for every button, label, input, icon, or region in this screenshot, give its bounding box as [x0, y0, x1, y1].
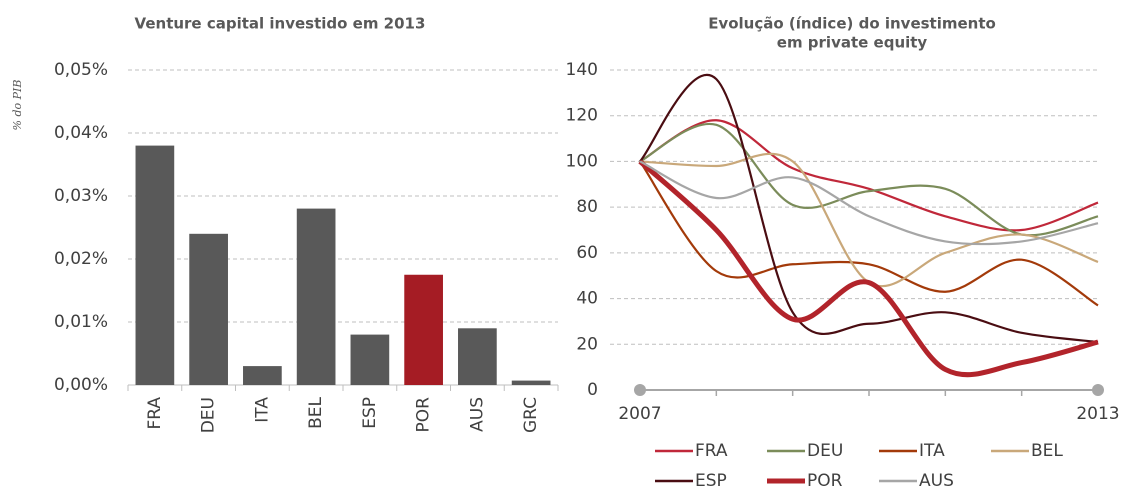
legend-label: ESP	[695, 471, 727, 491]
y-tick-label: 60	[576, 243, 598, 263]
line-series	[638, 159, 1099, 378]
x-tick-label: POR	[414, 397, 434, 433]
line-series	[639, 160, 1099, 246]
bar	[135, 145, 175, 385]
legend-label: ITA	[919, 441, 945, 461]
y-tick-label: 140	[566, 60, 598, 80]
line-series	[639, 119, 1099, 232]
x-tick-label: DEU	[199, 397, 219, 433]
bar	[296, 208, 336, 385]
x-tick-label: FRA	[145, 397, 165, 430]
x-tick-label: GRC	[521, 397, 541, 433]
line-series	[639, 74, 1099, 344]
y-tick-label: 0,04%	[54, 123, 108, 143]
bar	[189, 233, 228, 385]
y-tick-label: 0,01%	[54, 312, 108, 332]
y-tick-label: 0	[587, 380, 598, 400]
bar	[404, 274, 443, 385]
chart-title: em private equity	[777, 34, 928, 52]
bar	[511, 380, 551, 385]
bar	[458, 328, 497, 385]
y-tick-label: 120	[566, 106, 598, 126]
x-tick-dot	[634, 384, 646, 396]
legend-label: AUS	[919, 471, 954, 491]
line-series	[639, 160, 1099, 307]
y-tick-label: 100	[566, 151, 598, 171]
x-tick-label: 2013	[1076, 404, 1119, 424]
x-tick-label: AUS	[467, 397, 487, 432]
y-axis-label: % do PIB	[11, 80, 24, 131]
legend-label: POR	[807, 471, 843, 491]
y-tick-label: 0,02%	[54, 249, 108, 269]
chart-title: Venture capital investido em 2013	[135, 15, 426, 33]
bar	[350, 334, 390, 385]
y-tick-label: 0,00%	[54, 375, 108, 395]
x-tick-label: BEL	[306, 396, 326, 428]
chart-title: Evolução (índice) do investimento	[708, 15, 996, 33]
y-tick-label: 20	[576, 334, 598, 354]
bar	[243, 366, 282, 385]
y-tick-label: 0,03%	[54, 186, 108, 206]
y-tick-label: 0,05%	[54, 60, 108, 80]
x-tick-label: 2007	[618, 404, 661, 424]
line-series	[639, 122, 1099, 237]
legend-label: FRA	[695, 441, 728, 461]
x-tick-label: ESP	[360, 397, 380, 429]
x-tick-label: ITA	[252, 397, 272, 423]
y-tick-label: 40	[576, 289, 598, 309]
x-tick-dot	[1092, 384, 1104, 396]
legend-label: DEU	[807, 441, 843, 461]
y-tick-label: 80	[576, 197, 598, 217]
legend-label: BEL	[1031, 441, 1063, 461]
